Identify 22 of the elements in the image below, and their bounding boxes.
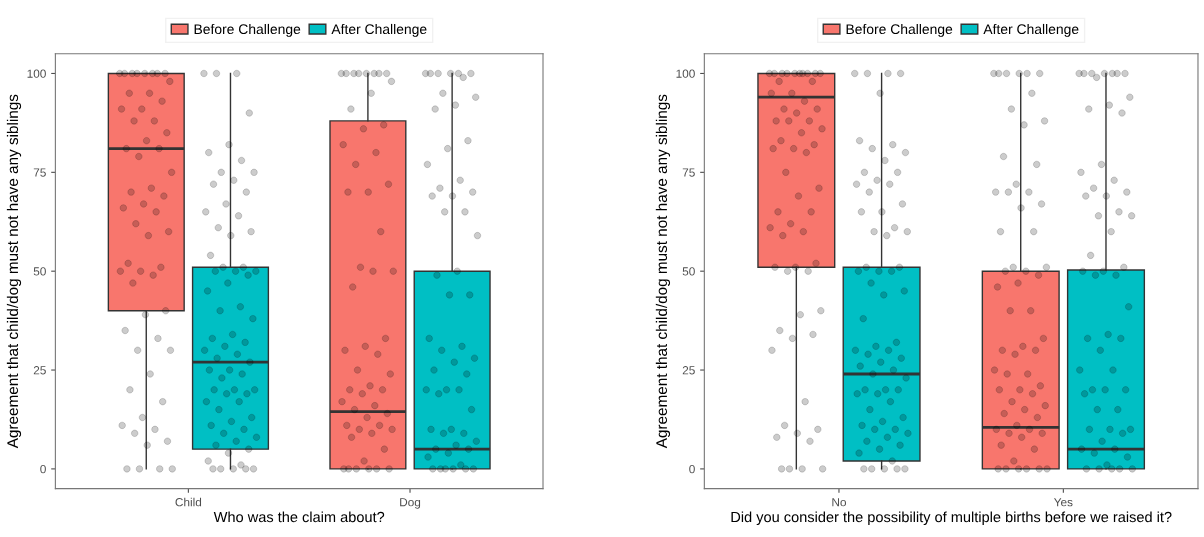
legend-label: After Challenge	[331, 23, 427, 37]
y-tick-label: 100	[676, 69, 695, 78]
legend-label: Before Challenge	[846, 23, 953, 37]
y-tick-label: 25	[33, 366, 46, 375]
y-tick-label: 0	[689, 464, 695, 474]
y-axis-title: Agreement that child/dog must not have any siblings	[6, 94, 22, 449]
x-tick-label: Child	[175, 497, 202, 507]
legend-label: After Challenge	[983, 23, 1079, 37]
y-tick-label: 75	[682, 168, 695, 177]
y-tick-label: 50	[33, 267, 46, 276]
y-tick-label: 100	[27, 69, 46, 78]
x-axis-title: Did you consider the possibility of multiple births before we raised it?	[731, 511, 1172, 526]
x-axis-title: Who was the claim about?	[213, 511, 385, 523]
y-tick-label: 25	[682, 366, 695, 375]
y-tick-label: 75	[33, 168, 46, 177]
y-tick-label: 50	[682, 267, 695, 276]
x-tick-label: Dog	[400, 498, 421, 509]
y-tick-label: 0	[40, 464, 46, 474]
x-tick-label: No	[832, 498, 847, 507]
y-axis-title: Agreement that child/dog must not have any siblings	[655, 94, 671, 449]
legend-label: Before Challenge	[194, 23, 301, 37]
x-tick-label: Yes	[1053, 498, 1073, 507]
